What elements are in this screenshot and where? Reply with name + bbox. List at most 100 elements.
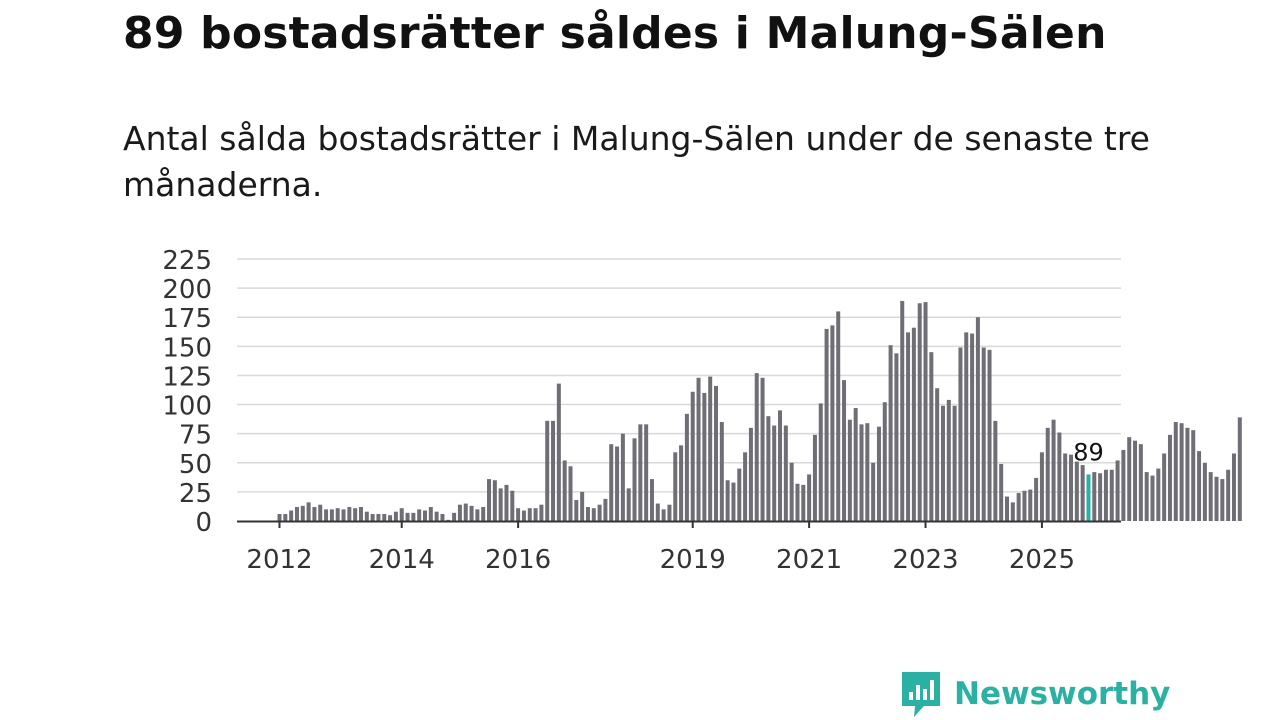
bar [1220,479,1225,521]
bar [341,509,346,521]
bar [1231,453,1236,521]
bar [568,466,573,521]
bar [620,433,625,521]
bar [638,424,643,521]
bar [428,507,433,521]
y-tick-label: 175 [162,304,212,334]
bar [743,452,748,521]
bar [591,508,596,521]
bar [376,514,381,521]
bar [865,423,870,521]
brand-name: Newsworthy [954,676,1171,712]
bar [970,333,975,521]
bar [888,345,893,521]
bar [545,420,550,521]
bar [1144,472,1149,521]
y-tick-label: 225 [162,246,212,276]
bar [725,480,730,521]
bar [871,462,876,521]
bar [353,508,358,521]
bar [853,408,858,521]
bar [347,507,352,521]
bar [1167,434,1172,521]
y-tick-label: 150 [162,333,212,363]
bar [370,514,375,521]
bar [911,327,916,521]
bar [1173,422,1178,521]
bar [521,510,526,521]
bar [1185,427,1190,521]
bar [894,353,899,521]
bar [795,483,800,521]
bar [469,505,474,521]
bar [789,462,794,521]
y-tick-label: 200 [162,275,212,305]
bar [1109,469,1114,521]
bar [847,419,852,521]
bar [673,452,678,521]
bar [1103,469,1108,521]
bar [1005,496,1009,521]
bar [952,405,957,521]
bar [696,377,701,521]
bar [324,509,329,521]
x-tick-label: 2019 [660,545,726,575]
newsworthy-logo-icon [902,672,940,717]
bar [335,508,340,521]
bar [452,512,457,521]
bar [766,416,771,521]
bar [667,504,672,521]
x-tick-label: 2014 [369,545,435,575]
bar [457,504,462,521]
bar [964,332,969,521]
bar [312,507,317,521]
bar [876,426,881,521]
bar [993,420,998,521]
bar [277,514,282,521]
bar [812,434,817,521]
bar [946,399,951,521]
bar [393,511,398,521]
bar [906,332,911,521]
bar [597,504,602,521]
bar [824,328,829,521]
bar [737,468,742,521]
bar [900,300,905,521]
bar [882,402,887,521]
bar [283,514,288,521]
x-tick-label: 2016 [485,545,551,575]
bar [329,509,334,521]
y-tick-label: 50 [179,450,212,480]
bar [649,479,654,521]
x-tick-label: 2025 [1009,545,1075,575]
bar [388,515,393,521]
highlight-bar [1086,474,1091,521]
chart-subtitle: Antal sålda bostadsrätter i Malung-Sälen… [123,119,1150,204]
bar [358,507,363,521]
bar [1010,502,1015,521]
bar [1237,417,1242,521]
bar [382,514,387,521]
bar [463,503,468,521]
x-tick-label: 2021 [776,545,842,575]
bar [411,512,416,521]
bar [748,427,753,521]
bar [1045,427,1050,521]
bar [1208,472,1213,521]
bar [935,388,940,521]
bar [714,385,718,521]
bar [1098,473,1103,521]
bar [929,352,934,521]
bar [527,508,532,521]
bar [783,425,788,521]
bar [981,347,986,521]
bar [603,498,608,521]
bar [1179,423,1184,521]
bar [585,507,590,521]
bar [492,480,497,521]
bar [1191,430,1196,521]
bar [539,504,544,521]
bar [609,444,614,521]
bar [807,474,812,521]
